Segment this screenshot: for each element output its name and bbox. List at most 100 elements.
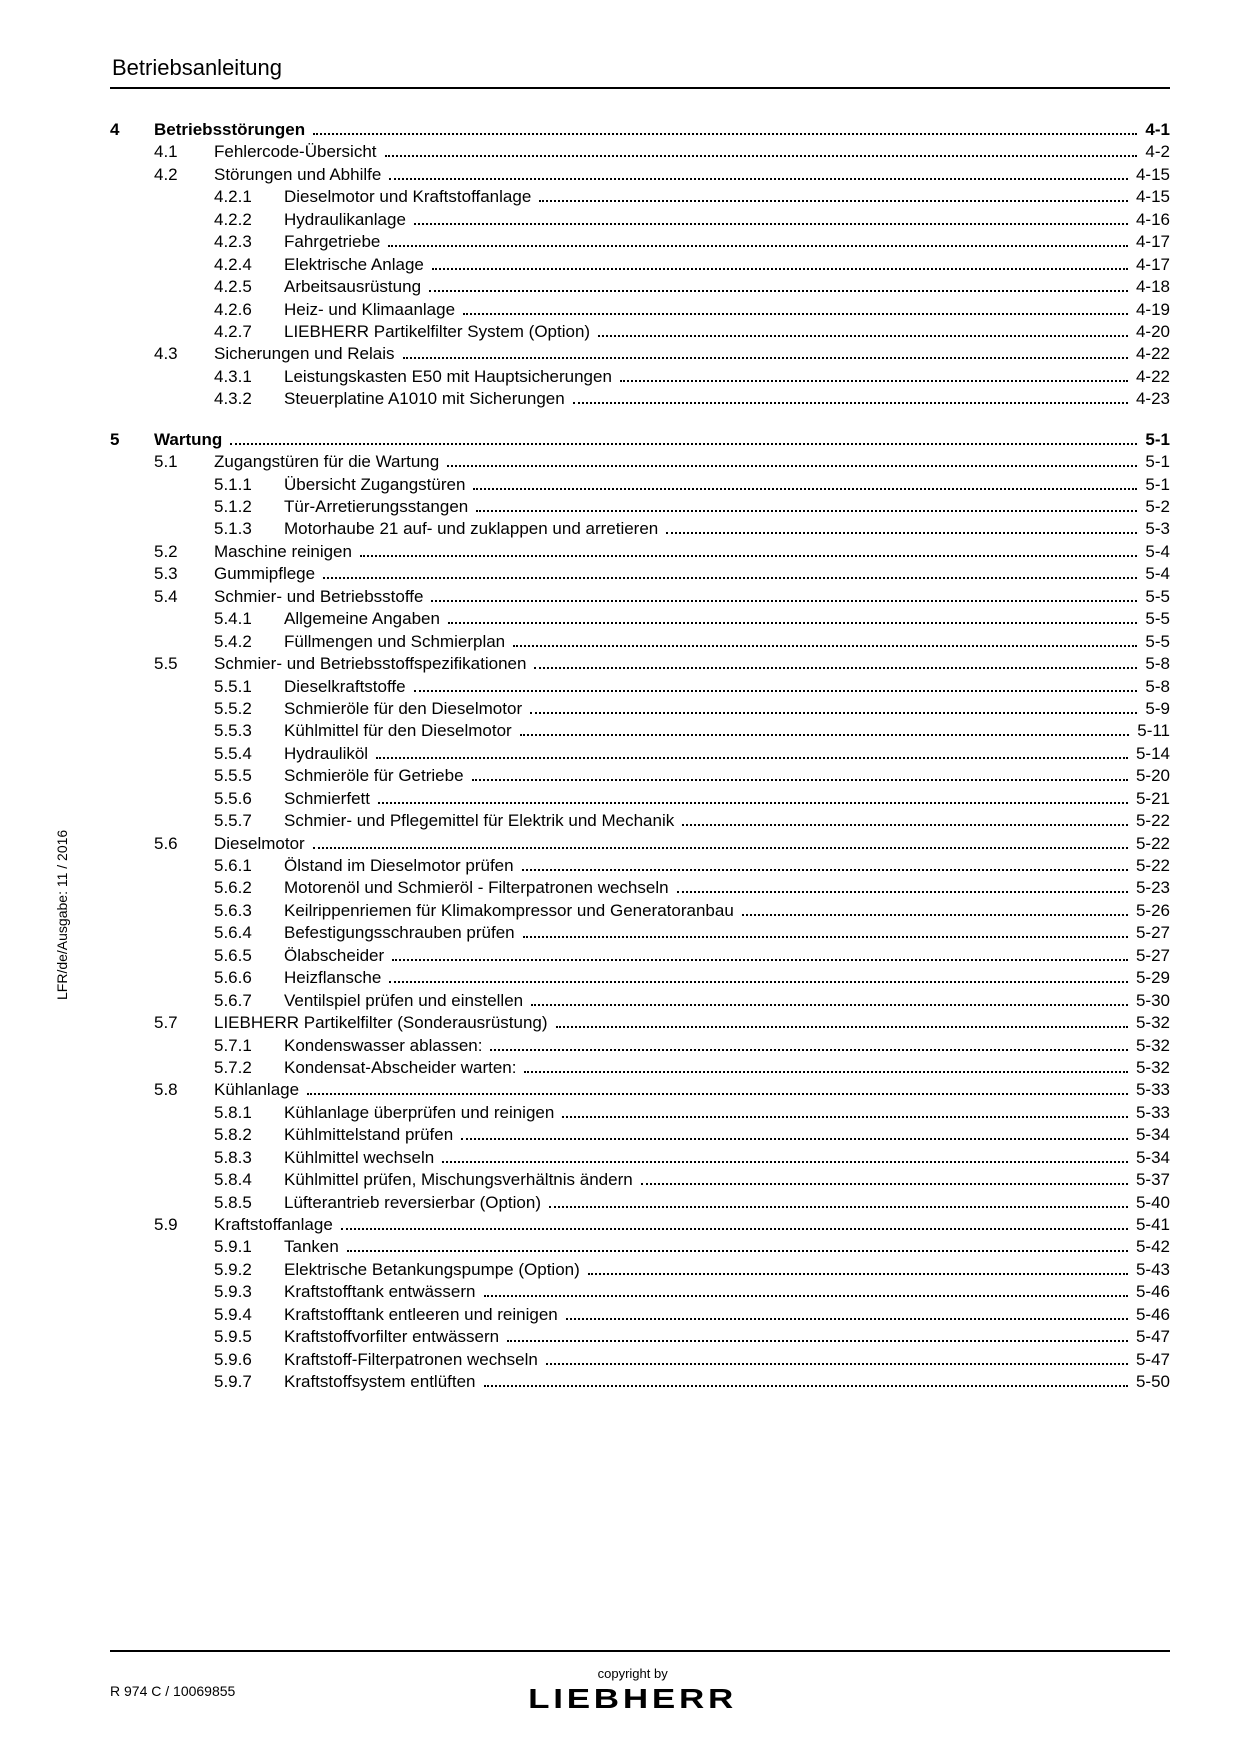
toc-leader-dots	[414, 223, 1128, 225]
toc-entry: 5.6.6Heizflansche5-29	[110, 967, 1170, 989]
toc-page: 5-46	[1132, 1304, 1170, 1326]
toc-entry: 5.1Zugangstüren für die Wartung5-1	[110, 451, 1170, 473]
toc-title: Ventilspiel prüfen und einstellen	[284, 990, 527, 1012]
toc-leader-dots	[431, 600, 1137, 602]
toc-title: Füllmengen und Schmierplan	[284, 631, 509, 653]
toc-entry: 5.5.6Schmierfett 5-21	[110, 788, 1170, 810]
toc-leader-dots	[447, 465, 1137, 467]
toc-title: Schmier- und Betriebsstoffspezifikatione…	[214, 653, 530, 675]
toc-entry: 5.2Maschine reinigen5-4	[110, 541, 1170, 563]
toc-number: 5.7.2	[110, 1057, 284, 1079]
toc-page: 4-15	[1132, 186, 1170, 208]
toc-page: 5-20	[1132, 765, 1170, 787]
page-title: Betriebsanleitung	[110, 55, 1170, 81]
toc-number: 5.9.3	[110, 1281, 284, 1303]
toc-number: 5.6.3	[110, 900, 284, 922]
toc-number: 5.6.2	[110, 877, 284, 899]
toc-number: 4.1	[110, 141, 214, 163]
toc-leader-dots	[385, 155, 1138, 157]
toc-leader-dots	[682, 824, 1128, 826]
toc-title: Motorhaube 21 auf- und zuklappen und arr…	[284, 518, 662, 540]
toc-leader-dots	[389, 981, 1128, 983]
toc-page: 5-30	[1132, 990, 1170, 1012]
toc-page: 5-9	[1141, 698, 1170, 720]
toc-leader-dots	[389, 178, 1128, 180]
toc-title: Schmierfett	[284, 788, 374, 810]
toc-page: 5-14	[1132, 743, 1170, 765]
toc-title: Lüfterantrieb reversierbar (Option)	[284, 1192, 545, 1214]
toc-page: 4-18	[1132, 276, 1170, 298]
toc-number: 4.2.6	[110, 299, 284, 321]
toc-leader-dots	[432, 268, 1128, 270]
toc-number: 4.2.5	[110, 276, 284, 298]
toc-leader-dots	[473, 488, 1137, 490]
toc-title: Allgemeine Angaben	[284, 608, 444, 630]
toc-leader-dots	[531, 1004, 1128, 1006]
toc-entry: 5.6Dieselmotor5-22	[110, 833, 1170, 855]
toc-page: 5-47	[1132, 1349, 1170, 1371]
toc-page: 5-32	[1132, 1035, 1170, 1057]
toc-entry: 5.1.3Motorhaube 21 auf- und zuklappen un…	[110, 518, 1170, 540]
toc-number: 5.4.1	[110, 608, 284, 630]
toc-number: 5.5.6	[110, 788, 284, 810]
toc-number: 5.5.7	[110, 810, 284, 832]
toc-leader-dots	[524, 1071, 1127, 1073]
toc-title: Heizflansche	[284, 967, 385, 989]
toc-title: Schmier- und Pflegemittel für Elektrik u…	[284, 810, 678, 832]
toc-number: 4.3.1	[110, 366, 284, 388]
toc-leader-dots	[539, 200, 1128, 202]
toc-title: Schmieröle für Getriebe	[284, 765, 468, 787]
toc-entry: 4.2Störungen und Abhilfe4-15	[110, 164, 1170, 186]
toc-entry: 5.7.2Kondensat-Abscheider warten:5-32	[110, 1057, 1170, 1079]
toc-page: 4-20	[1132, 321, 1170, 343]
toc-page: 5-21	[1132, 788, 1170, 810]
toc-title: Fehlercode-Übersicht	[214, 141, 381, 163]
toc-entry: 5.4.2Füllmengen und Schmierplan5-5	[110, 631, 1170, 653]
toc-title: Fahrgetriebe	[284, 231, 384, 253]
toc-title: Dieselmotor und Kraftstoffanlage	[284, 186, 535, 208]
toc-leader-dots	[490, 1049, 1128, 1051]
toc-page: 5-32	[1132, 1012, 1170, 1034]
toc-title: Kraftstofftank entleeren und reinigen	[284, 1304, 562, 1326]
toc-leader-dots	[392, 959, 1128, 961]
toc-page: 4-15	[1132, 164, 1170, 186]
footer: R 974 C / 10069855 copyright by LIEBHERR	[110, 1650, 1170, 1715]
toc-entry: 5Wartung5-1	[110, 429, 1170, 451]
toc-title: Kraftstoff-Filterpatronen wechseln	[284, 1349, 542, 1371]
toc-number: 5.5.1	[110, 676, 284, 698]
toc-entry: 5.8.2Kühlmittelstand prüfen5-34	[110, 1124, 1170, 1146]
toc-page: 5-22	[1132, 810, 1170, 832]
toc-title: Elektrische Betankungspumpe (Option)	[284, 1259, 584, 1281]
toc-title: Kraftstoffanlage	[214, 1214, 337, 1236]
toc-leader-dots	[461, 1138, 1128, 1140]
toc-title: Schmier- und Betriebsstoffe	[214, 586, 427, 608]
toc-leader-dots	[513, 645, 1137, 647]
table-of-contents: 4Betriebsstörungen4-14.1Fehlercode-Übers…	[110, 119, 1170, 1394]
toc-entry: 5.1.1Übersicht Zugangstüren5-1	[110, 474, 1170, 496]
toc-entry: 5.5.5Schmieröle für Getriebe5-20	[110, 765, 1170, 787]
toc-entry: 5.8.3Kühlmittel wechseln5-34	[110, 1147, 1170, 1169]
toc-leader-dots	[476, 510, 1137, 512]
toc-entry: 5.1.2Tür-Arretierungsstangen5-2	[110, 496, 1170, 518]
toc-page: 5-3	[1141, 518, 1170, 540]
toc-number: 5.4.2	[110, 631, 284, 653]
toc-number: 5.8.3	[110, 1147, 284, 1169]
toc-leader-dots	[534, 667, 1137, 669]
toc-leader-dots	[530, 712, 1137, 714]
toc-page: 5-1	[1141, 429, 1170, 451]
toc-page: 4-23	[1132, 388, 1170, 410]
toc-page: 5-32	[1132, 1057, 1170, 1079]
toc-number: 4.2.4	[110, 254, 284, 276]
toc-title: Kraftstofftank entwässern	[284, 1281, 480, 1303]
toc-title: Dieselmotor	[214, 833, 309, 855]
toc-page: 5-11	[1133, 720, 1170, 742]
toc-entry: 5.6.2Motorenöl und Schmieröl - Filterpat…	[110, 877, 1170, 899]
toc-title: LIEBHERR Partikelfilter System (Option)	[284, 321, 594, 343]
toc-entry: 4Betriebsstörungen4-1	[110, 119, 1170, 141]
toc-entry: 4.2.6Heiz- und Klimaanlage4-19	[110, 299, 1170, 321]
side-revision-text: LFR/de/Ausgabe: 11 / 2016	[54, 830, 70, 1000]
toc-number: 5.1.2	[110, 496, 284, 518]
toc-page: 5-27	[1132, 922, 1170, 944]
toc-page: 5-8	[1141, 676, 1170, 698]
toc-entry: 4.3Sicherungen und Relais4-22	[110, 343, 1170, 365]
